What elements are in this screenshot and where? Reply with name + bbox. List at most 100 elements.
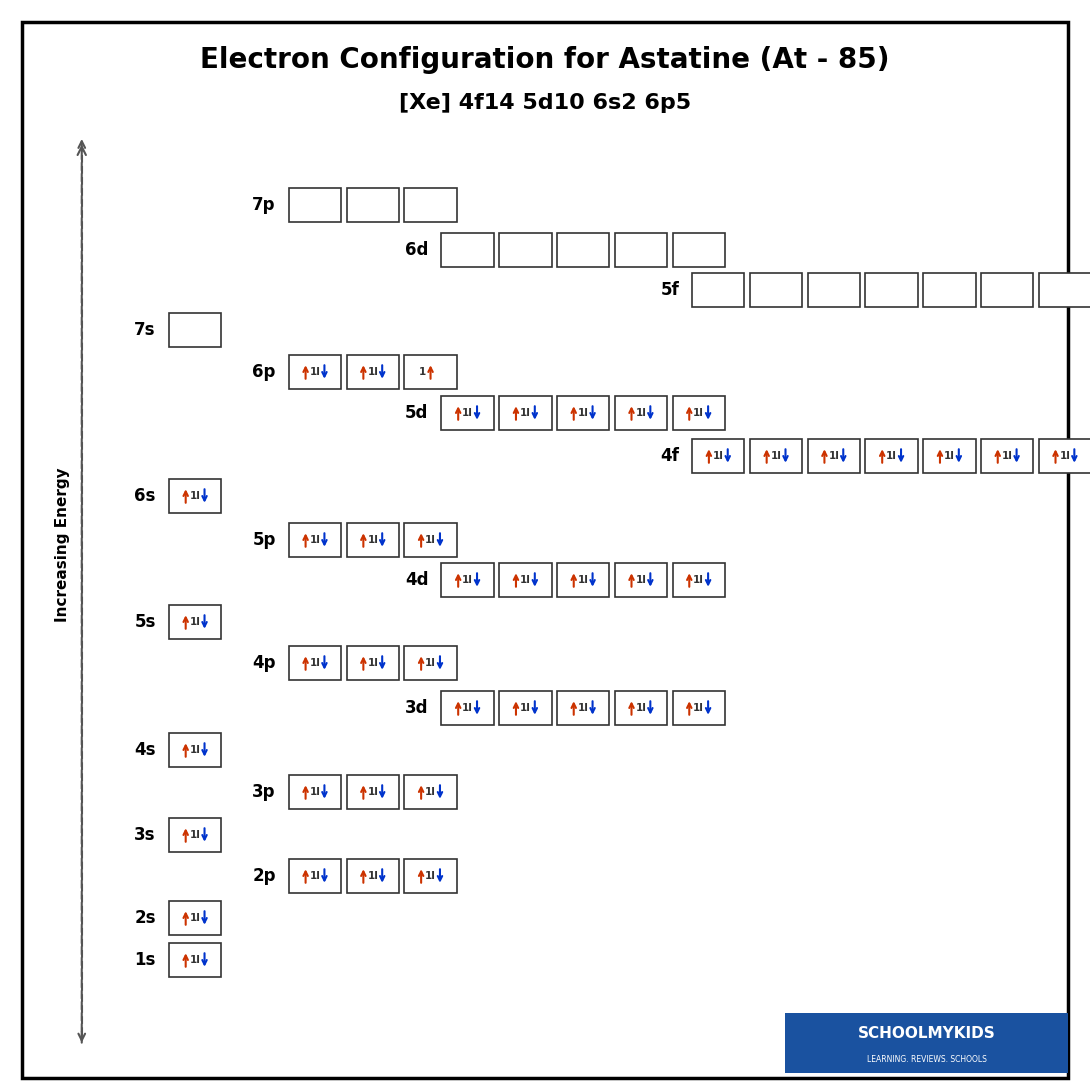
Text: 1l: 1l xyxy=(310,535,320,544)
Text: 5s: 5s xyxy=(134,613,156,631)
FancyBboxPatch shape xyxy=(673,690,725,725)
FancyBboxPatch shape xyxy=(169,901,221,935)
Text: 4f: 4f xyxy=(661,446,679,465)
Text: Increasing Energy: Increasing Energy xyxy=(54,467,70,622)
Text: 1l: 1l xyxy=(713,451,724,461)
FancyBboxPatch shape xyxy=(615,233,667,268)
FancyBboxPatch shape xyxy=(404,774,457,809)
Text: 1l: 1l xyxy=(635,575,646,585)
Text: 1l: 1l xyxy=(190,830,201,840)
FancyBboxPatch shape xyxy=(169,818,221,853)
Text: 1l: 1l xyxy=(367,535,378,544)
Text: 1l: 1l xyxy=(1059,451,1070,461)
Text: 4s: 4s xyxy=(134,741,156,759)
Text: [Xe] 4f14 5d10 6s2 6p5: [Xe] 4f14 5d10 6s2 6p5 xyxy=(399,94,691,113)
FancyBboxPatch shape xyxy=(289,774,341,809)
FancyBboxPatch shape xyxy=(499,690,552,725)
FancyBboxPatch shape xyxy=(404,187,457,222)
Text: 1l: 1l xyxy=(693,408,704,418)
FancyBboxPatch shape xyxy=(673,563,725,598)
Text: 7p: 7p xyxy=(252,196,276,215)
Text: 3p: 3p xyxy=(252,783,276,802)
FancyBboxPatch shape xyxy=(785,1013,1068,1073)
FancyBboxPatch shape xyxy=(750,439,802,474)
Text: 1l: 1l xyxy=(771,451,782,461)
Text: 1l: 1l xyxy=(944,451,955,461)
FancyBboxPatch shape xyxy=(499,395,552,430)
FancyBboxPatch shape xyxy=(441,395,494,430)
Text: 1l: 1l xyxy=(425,787,436,797)
FancyBboxPatch shape xyxy=(441,233,494,268)
FancyBboxPatch shape xyxy=(347,774,399,809)
FancyBboxPatch shape xyxy=(557,233,609,268)
FancyBboxPatch shape xyxy=(615,690,667,725)
FancyBboxPatch shape xyxy=(865,439,918,474)
Text: 4d: 4d xyxy=(404,571,428,589)
Text: LEARNING. REVIEWS. SCHOOLS: LEARNING. REVIEWS. SCHOOLS xyxy=(867,1055,986,1064)
Text: 1l: 1l xyxy=(520,408,531,418)
Text: 1l: 1l xyxy=(190,745,201,755)
Text: 1l: 1l xyxy=(190,491,201,501)
Text: 1l: 1l xyxy=(828,451,839,461)
FancyBboxPatch shape xyxy=(404,523,457,558)
Text: 1l: 1l xyxy=(635,408,646,418)
Text: 5p: 5p xyxy=(253,531,276,549)
Text: 3s: 3s xyxy=(134,825,156,844)
Text: 6s: 6s xyxy=(134,487,156,505)
Text: 1l: 1l xyxy=(1002,451,1013,461)
FancyBboxPatch shape xyxy=(404,355,457,390)
Text: 1l: 1l xyxy=(578,408,589,418)
Text: 2s: 2s xyxy=(134,909,156,927)
FancyBboxPatch shape xyxy=(557,563,609,598)
FancyBboxPatch shape xyxy=(404,858,457,893)
FancyBboxPatch shape xyxy=(615,563,667,598)
FancyBboxPatch shape xyxy=(750,272,802,307)
FancyBboxPatch shape xyxy=(981,272,1033,307)
Text: 1l: 1l xyxy=(462,703,473,713)
FancyBboxPatch shape xyxy=(557,690,609,725)
Text: 1l: 1l xyxy=(310,787,320,797)
Text: 1l: 1l xyxy=(886,451,897,461)
Text: 1l: 1l xyxy=(367,871,378,881)
FancyBboxPatch shape xyxy=(673,233,725,268)
FancyBboxPatch shape xyxy=(1039,272,1090,307)
FancyBboxPatch shape xyxy=(347,646,399,681)
Text: 1l: 1l xyxy=(578,575,589,585)
Text: 2p: 2p xyxy=(252,867,276,885)
Text: 1l: 1l xyxy=(310,658,320,668)
FancyBboxPatch shape xyxy=(923,439,976,474)
FancyBboxPatch shape xyxy=(865,272,918,307)
FancyBboxPatch shape xyxy=(169,604,221,639)
Text: 1l: 1l xyxy=(578,703,589,713)
FancyBboxPatch shape xyxy=(808,439,860,474)
Text: 1l: 1l xyxy=(462,575,473,585)
Text: 1l: 1l xyxy=(520,703,531,713)
FancyBboxPatch shape xyxy=(289,523,341,558)
FancyBboxPatch shape xyxy=(289,646,341,681)
Text: 5d: 5d xyxy=(405,404,428,423)
Text: 7s: 7s xyxy=(134,321,156,339)
Text: 1l: 1l xyxy=(367,787,378,797)
FancyBboxPatch shape xyxy=(289,355,341,390)
Text: 1l: 1l xyxy=(310,871,320,881)
FancyBboxPatch shape xyxy=(692,439,744,474)
FancyBboxPatch shape xyxy=(981,439,1033,474)
FancyBboxPatch shape xyxy=(169,733,221,768)
Text: 5f: 5f xyxy=(661,281,679,299)
Text: 1l: 1l xyxy=(190,955,201,965)
Text: 6d: 6d xyxy=(405,241,428,259)
Text: 1l: 1l xyxy=(310,367,320,377)
FancyBboxPatch shape xyxy=(169,478,221,513)
FancyBboxPatch shape xyxy=(169,313,221,347)
FancyBboxPatch shape xyxy=(499,233,552,268)
Text: 1l: 1l xyxy=(425,535,436,544)
FancyBboxPatch shape xyxy=(404,646,457,681)
FancyBboxPatch shape xyxy=(347,858,399,893)
Text: 1l: 1l xyxy=(693,575,704,585)
FancyBboxPatch shape xyxy=(557,395,609,430)
Text: 1l: 1l xyxy=(693,703,704,713)
Text: 4p: 4p xyxy=(252,654,276,672)
Text: 1l: 1l xyxy=(367,658,378,668)
FancyBboxPatch shape xyxy=(499,563,552,598)
Text: 1l: 1l xyxy=(520,575,531,585)
